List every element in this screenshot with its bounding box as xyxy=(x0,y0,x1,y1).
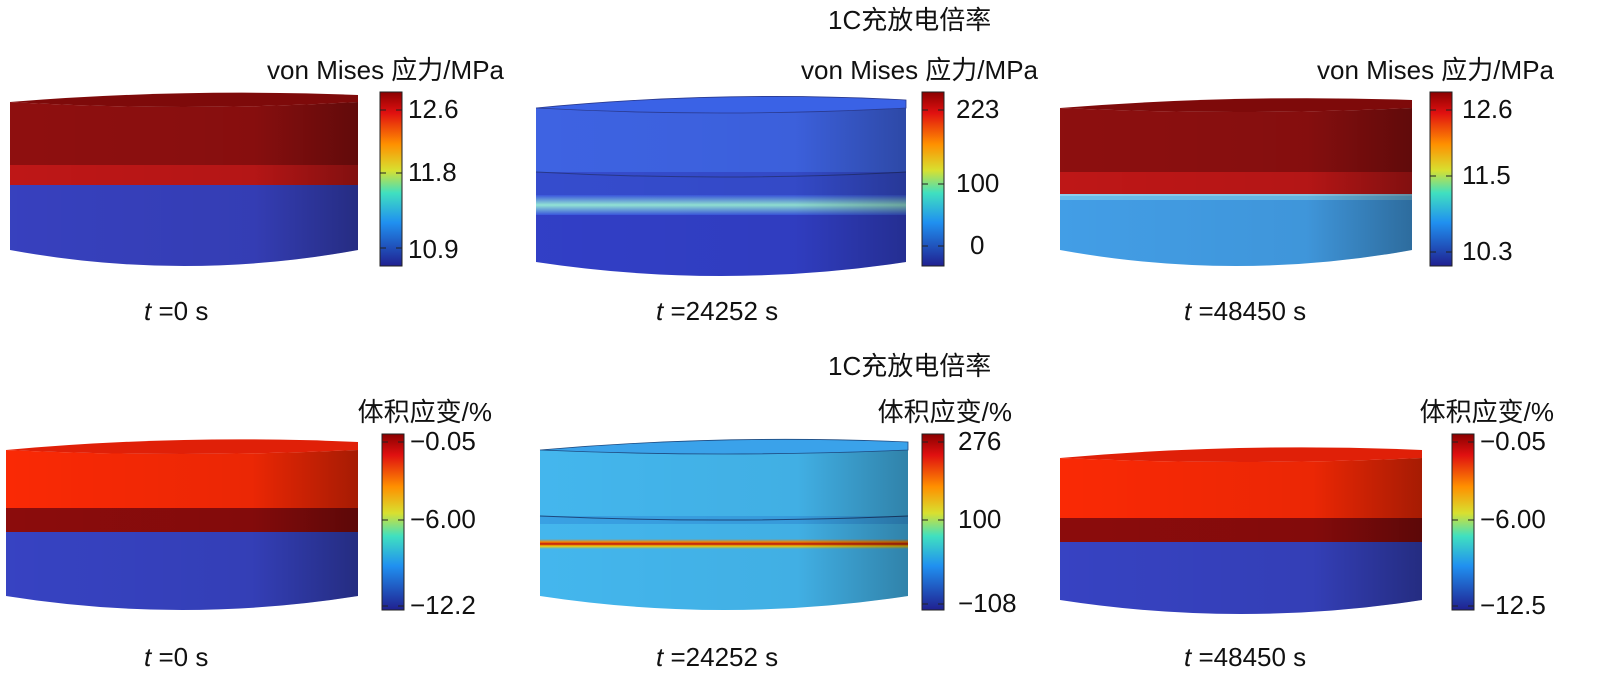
cylinder-render xyxy=(10,91,403,267)
colorbar-tick-mid: 11.8 xyxy=(408,157,457,187)
colorbar xyxy=(1429,91,1453,267)
cylinder-render xyxy=(535,91,945,276)
colorbar xyxy=(921,91,945,267)
colorbar-tick-min: 0 xyxy=(970,230,985,260)
colorbar xyxy=(1451,433,1475,611)
colorbar-tick-max: 223 xyxy=(956,94,1000,124)
strain-panel-t24252: 体积应变/% xyxy=(530,392,1070,682)
colorbar-tick-max: 12.6 xyxy=(408,94,459,124)
colorbar-tick-mid: 100 xyxy=(956,168,1000,198)
colorbar-title: von Mises 应力/MPa xyxy=(267,55,504,85)
colorbar-tick-min: −12.2 xyxy=(410,590,476,620)
colorbar-tick-mid: −6.00 xyxy=(410,504,476,534)
colorbar xyxy=(381,433,405,611)
row1-title: 1C充放电倍率 xyxy=(828,5,992,35)
colorbar-title: 体积应变/% xyxy=(1419,397,1554,427)
cylinder-top-face xyxy=(10,92,358,107)
colorbar-title: 体积应变/% xyxy=(357,397,492,427)
colorbar-title: von Mises 应力/MPa xyxy=(1317,55,1554,85)
time-label: t =0 s xyxy=(144,296,209,326)
colorbar-tick-min: −108 xyxy=(958,588,1017,618)
colorbar xyxy=(921,433,945,611)
cylinder-render xyxy=(6,433,405,611)
cylinder-render xyxy=(1060,91,1453,267)
strain-panel-t48450: 体积应变/% −0.05 −6.0 xyxy=(1054,392,1594,682)
cylinder-render xyxy=(539,433,945,611)
stress-panel-t48450: von Mises 应力/MPa xyxy=(1054,50,1594,340)
colorbar-tick-min: 10.3 xyxy=(1462,236,1513,266)
time-label: t =48450 s xyxy=(1184,642,1307,672)
colorbar-tick-max: −0.05 xyxy=(1480,426,1546,456)
time-label: t =24252 s xyxy=(656,296,779,326)
stress-panel-t24252: von Mises 应力/MPa xyxy=(530,50,1070,340)
colorbar-title: von Mises 应力/MPa xyxy=(801,55,1038,85)
time-label: t =0 s xyxy=(144,642,209,672)
time-label: t =24252 s xyxy=(656,642,779,672)
colorbar-tick-max: −0.05 xyxy=(410,426,476,456)
colorbar-tick-mid: 11.5 xyxy=(1462,160,1511,190)
colorbar-tick-min: 10.9 xyxy=(408,234,459,264)
colorbar-tick-min: −12.5 xyxy=(1480,590,1546,620)
colorbar-tick-max: 12.6 xyxy=(1462,94,1513,124)
colorbar-tick-mid: 100 xyxy=(958,504,1002,534)
row2-title: 1C充放电倍率 xyxy=(828,351,992,381)
colorbar xyxy=(379,91,403,267)
colorbar-title: 体积应变/% xyxy=(877,397,1012,427)
time-label: t =48450 s xyxy=(1184,296,1307,326)
strain-panel-t0: 体积应变/% −0.05 −6.0 xyxy=(0,392,540,682)
stress-panel-t0: von Mises 应力/MPa 12 xyxy=(0,50,540,340)
colorbar-tick-max: 276 xyxy=(958,426,1002,456)
cylinder-render xyxy=(1060,433,1475,614)
colorbar-tick-mid: −6.00 xyxy=(1480,504,1546,534)
